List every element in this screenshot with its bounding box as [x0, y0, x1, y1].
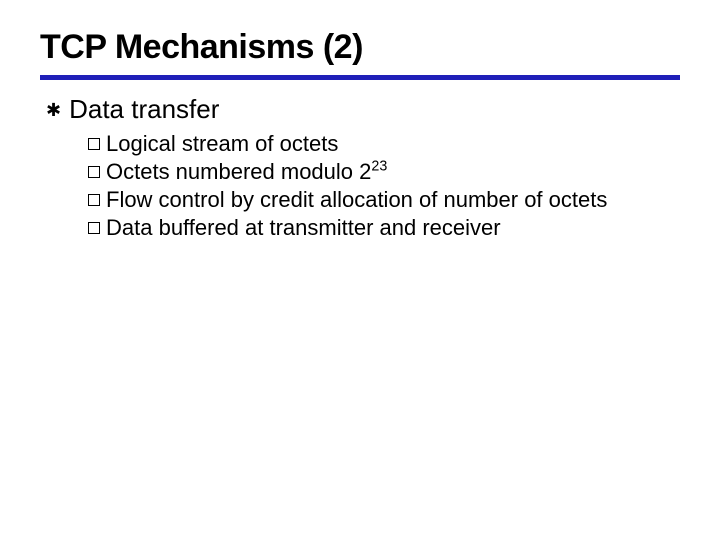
title-underline: [40, 75, 680, 80]
slide: TCP Mechanisms (2) ✱ Data transfer Logic…: [0, 0, 720, 540]
list-item: Octets numbered modulo 223: [88, 159, 680, 185]
list-item-label: Data buffered at transmitter and receive…: [106, 215, 501, 241]
list-item: Logical stream of octets: [88, 131, 680, 157]
square-bullet-icon: [88, 194, 100, 206]
list-item-label: Data transfer: [69, 94, 219, 125]
bullet-list-level1: ✱ Data transfer Logical stream of octets…: [40, 94, 680, 241]
square-bullet-icon: [88, 222, 100, 234]
bullet-list-level2: Logical stream of octets Octets numbered…: [46, 131, 680, 241]
square-bullet-icon: [88, 138, 100, 150]
list-item-label: Logical stream of octets: [106, 131, 338, 157]
list-item-label: Flow control by credit allocation of num…: [106, 187, 607, 213]
list-item-label: Octets numbered modulo 223: [106, 159, 387, 185]
asterisk-bullet-icon: ✱: [46, 101, 61, 119]
list-item: Data buffered at transmitter and receive…: [88, 215, 680, 241]
square-bullet-icon: [88, 166, 100, 178]
list-item: ✱ Data transfer: [46, 94, 680, 125]
slide-title: TCP Mechanisms (2): [40, 28, 680, 67]
list-item: Flow control by credit allocation of num…: [88, 187, 680, 213]
